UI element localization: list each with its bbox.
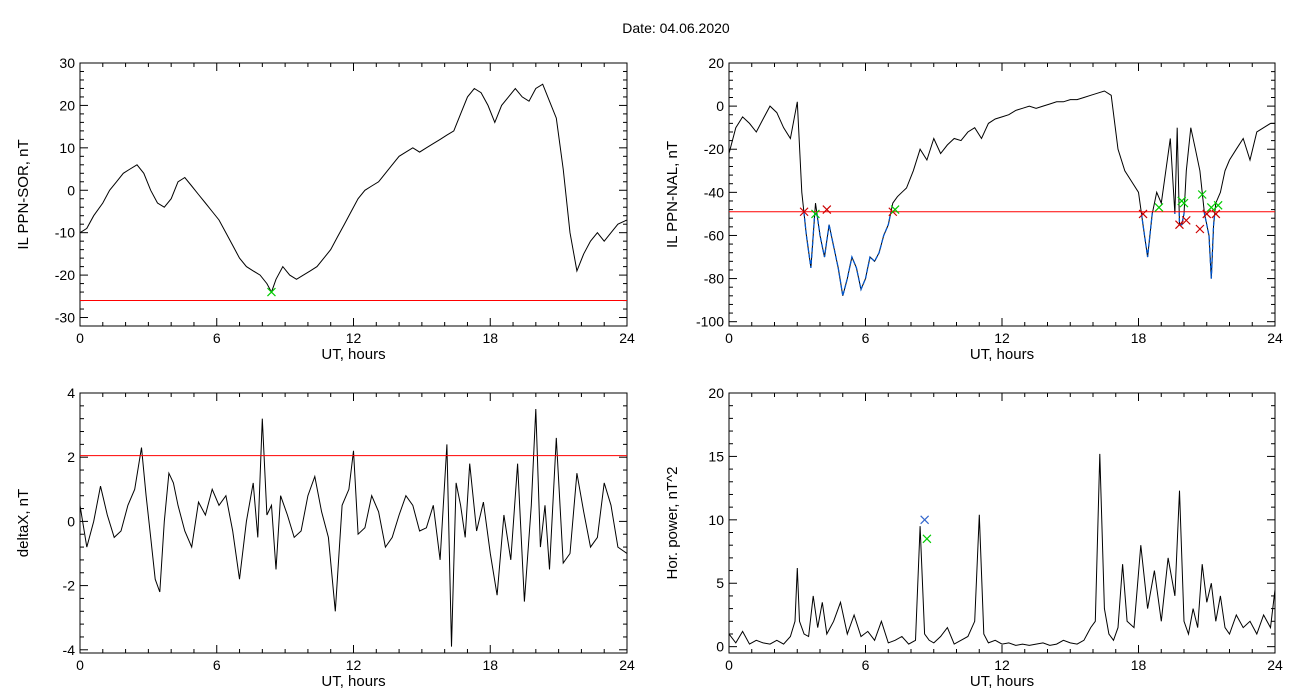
y-tick-label: -80: [704, 271, 724, 287]
y-tick-label: 30: [59, 55, 75, 71]
series-line: [729, 453, 1275, 646]
x-tick-label: 0: [725, 657, 733, 673]
red-marker-cross: [1138, 209, 1148, 219]
x-tick-label: 18: [482, 330, 498, 346]
y-axis-label: IL PPN-NAL, nT: [664, 141, 681, 248]
plot-frame: [79, 392, 628, 654]
x-tick-label: 24: [619, 657, 635, 673]
green-marker-cross: [922, 534, 932, 544]
blue-marker-cross: [920, 515, 930, 525]
y-tick-label: 20: [708, 385, 724, 401]
panel-p2: 0 6 12 18 24 -100 -80 -60 -40 -20 0 20 UT, hours IL P…: [664, 55, 1283, 363]
panel-p4: 0 6 12 18 24 0 5 10 15 20 UT, hours Hor. power, nT^…: [664, 385, 1283, 690]
series-line: [80, 408, 627, 647]
x-tick-label: 0: [725, 330, 733, 346]
y-tick-label: 20: [708, 55, 724, 71]
y-axis-label: IL PPN-SOR, nT: [15, 139, 32, 249]
x-axis-label: UT, hours: [321, 673, 385, 690]
series-line: [729, 90, 1275, 296]
y-tick-label: -10: [55, 225, 75, 241]
green-marker-cross: [1213, 200, 1223, 210]
green-marker-cross: [1206, 203, 1216, 212]
y-tick-label: -20: [704, 141, 724, 157]
x-tick-label: 6: [862, 657, 870, 673]
panel-p1: 0 6 12 18 24 -30 -20 -10 0 10 20 30 UT, hours IL PPN-…: [15, 55, 635, 363]
y-axis-label: deltaX, nT: [15, 489, 32, 557]
red-marker-cross: [1175, 220, 1184, 230]
red-marker-cross: [1181, 215, 1191, 225]
series-line: [80, 83, 627, 294]
y-tick-label: -60: [704, 227, 724, 243]
red-marker-cross: [1211, 209, 1221, 219]
x-axis-label: UT, hours: [321, 346, 385, 363]
plot-frame: [79, 62, 628, 327]
green-marker-cross: [1154, 203, 1164, 212]
x-tick-label: 0: [76, 330, 84, 346]
y-tick-label: 0: [716, 98, 724, 114]
x-axis-label: UT, hours: [970, 673, 1034, 690]
x-tick-label: 18: [482, 657, 498, 673]
red-marker-cross: [799, 207, 809, 217]
y-tick-label: -20: [55, 267, 75, 283]
y-tick-label: 10: [59, 140, 75, 156]
plot-area: [80, 408, 627, 647]
x-tick-label: 18: [1131, 330, 1147, 346]
y-tick-label: 0: [67, 513, 75, 529]
y-tick-label: 0: [716, 639, 724, 655]
y-tick-label: -2: [63, 578, 76, 594]
x-tick-label: 6: [862, 330, 870, 346]
x-tick-label: 24: [1267, 657, 1283, 673]
marker-cross: [267, 287, 276, 297]
y-tick-label: -4: [63, 642, 76, 658]
x-tick-label: 6: [213, 330, 221, 346]
y-tick-label: -100: [696, 314, 724, 330]
y-tick-label: 2: [67, 449, 75, 465]
x-axis-label: UT, hours: [970, 346, 1034, 363]
x-tick-label: 24: [1267, 330, 1283, 346]
y-tick-label: 4: [67, 385, 75, 401]
plot-area: [80, 83, 627, 302]
red-marker-cross: [1195, 224, 1205, 234]
y-tick-label: 20: [59, 97, 75, 113]
green-marker-cross: [811, 209, 820, 219]
x-tick-label: 18: [1131, 657, 1147, 673]
x-tick-label: 0: [76, 657, 84, 673]
x-tick-label: 12: [346, 330, 362, 346]
green-marker-cross: [1197, 190, 1207, 199]
y-tick-label: -30: [55, 310, 75, 326]
y-axis-label: Hor. power, nT^2: [664, 467, 681, 580]
x-tick-label: 12: [994, 657, 1010, 673]
y-tick-label: -40: [704, 184, 724, 200]
y-tick-label: 10: [708, 512, 724, 528]
y-tick-label: 15: [708, 448, 724, 464]
x-tick-label: 6: [213, 657, 221, 673]
x-tick-label: 12: [346, 657, 362, 673]
x-tick-label: 12: [994, 330, 1010, 346]
figure-title: Date: 04.06.2020: [622, 20, 730, 36]
y-tick-label: 0: [67, 182, 75, 198]
plot-area: [729, 90, 1275, 296]
y-tick-label: 5: [716, 575, 724, 591]
plot-area: [729, 453, 1275, 646]
plot-frame: [728, 62, 1276, 327]
x-tick-label: 24: [619, 330, 635, 346]
red-marker-cross: [822, 205, 832, 215]
green-marker-cross: [1179, 198, 1189, 208]
green-marker-cross: [890, 205, 900, 215]
red-marker-cross: [1202, 209, 1212, 219]
